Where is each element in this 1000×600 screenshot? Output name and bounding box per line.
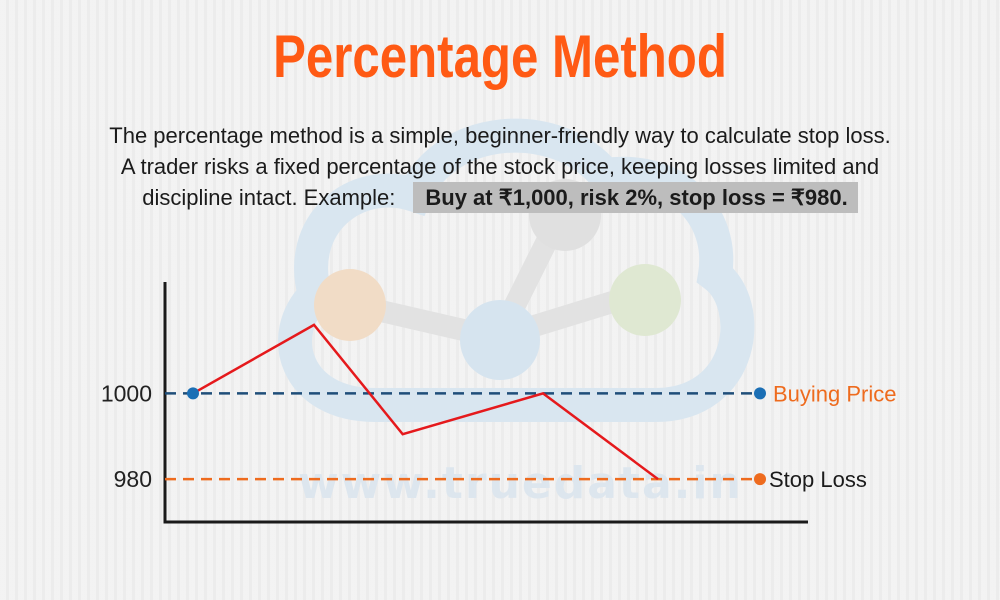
description: The percentage method is a simple, begin…	[40, 120, 960, 213]
buying-price-label: Buying Price	[773, 381, 897, 406]
description-line-1: The percentage method is a simple, begin…	[109, 123, 891, 148]
stop-loss-dot	[754, 473, 766, 486]
watermark-text: www.truedata.in	[298, 458, 743, 509]
description-line-3-text: discipline intact. Example:	[142, 185, 396, 210]
buying-price-dot	[754, 387, 766, 400]
y-tick-label: 1000	[101, 380, 152, 406]
watermark-logo	[278, 118, 755, 422]
entry-point-dot	[187, 387, 199, 400]
price-series-line	[192, 323, 659, 481]
stop-loss-label: Stop Loss	[769, 467, 867, 492]
description-line-3: discipline intact. Example: Buy at ₹1,000…	[40, 182, 960, 213]
example-highlight: Buy at ₹1,000, risk 2%, stop loss = ₹980…	[413, 182, 858, 213]
page-title: Percentage Method	[273, 23, 727, 90]
y-tick-label: 980	[114, 466, 152, 492]
description-line-2: A trader risks a fixed percentage of the…	[120, 154, 880, 179]
